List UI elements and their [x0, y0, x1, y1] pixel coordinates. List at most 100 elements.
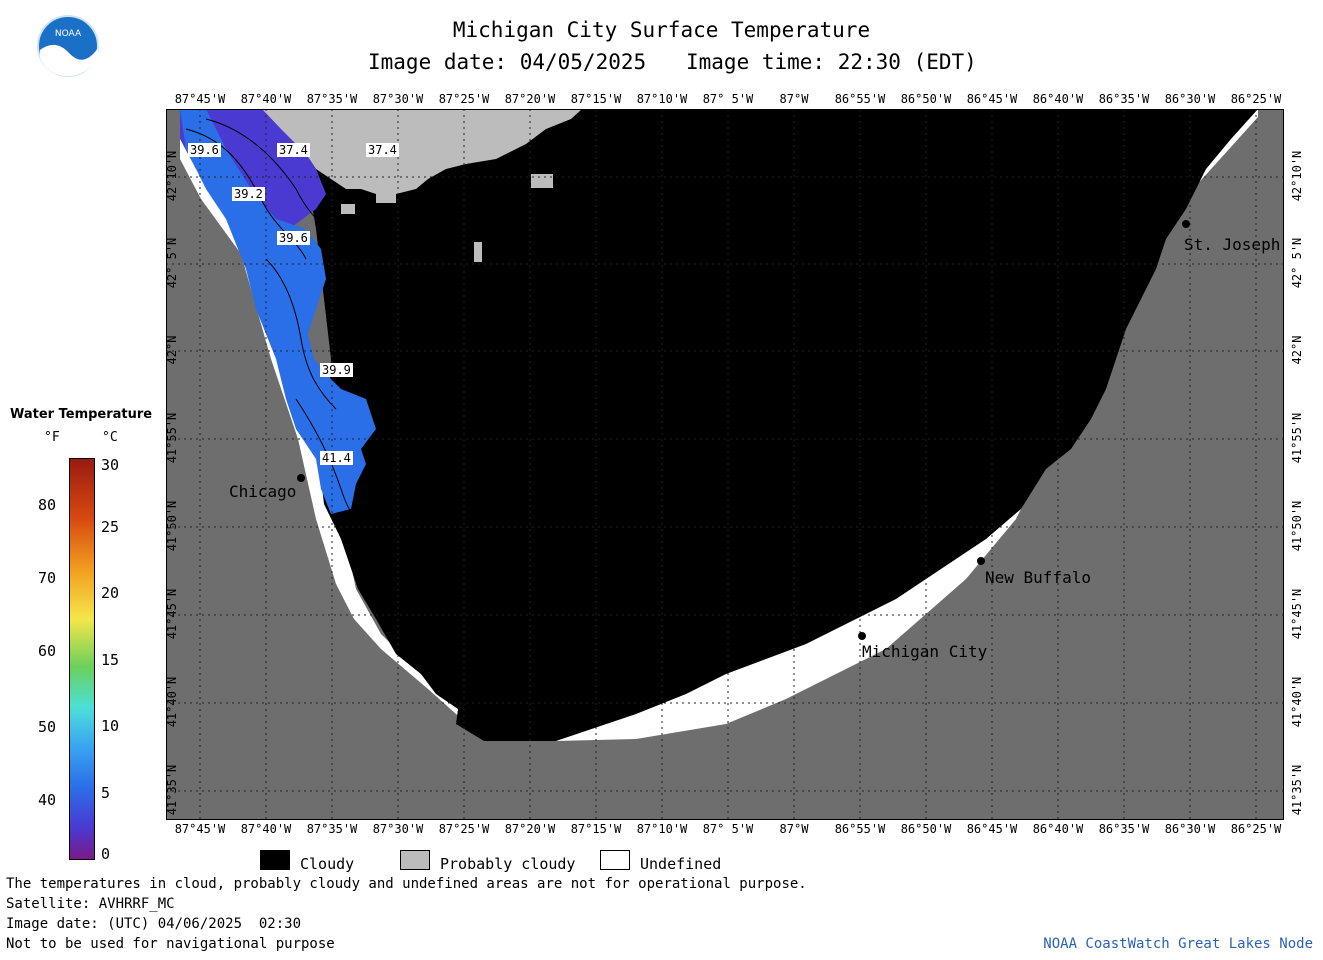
lon-label-top: 87°W: [779, 92, 809, 106]
contour-label: 41.4: [320, 451, 353, 465]
colorbar-tick-c: 0: [101, 845, 111, 863]
image-time: Image time: 22:30 (EDT): [686, 50, 977, 74]
colorbar-gradient: [69, 458, 95, 860]
colorbar-tick-f: 50: [38, 718, 57, 736]
lon-label-bottom: 87°30'W: [372, 822, 424, 836]
lon-label-top: 87°25'W: [438, 92, 490, 106]
lon-label-top: 86°50'W: [900, 92, 952, 106]
lon-label-top: 87°35'W: [306, 92, 358, 106]
cloudy-area: [306, 109, 1258, 741]
image-date: Image date: 04/05/2025: [368, 50, 647, 74]
contour-label: 39.9: [320, 363, 353, 377]
water-cold-blue: [180, 109, 376, 514]
colorbar-unit-f: °F: [44, 430, 60, 445]
contour-label: 37.4: [277, 143, 310, 157]
contour-label: 39.6: [188, 143, 221, 157]
lon-label-bottom: 87°40'W: [240, 822, 292, 836]
graticule: [166, 109, 1284, 820]
colorbar-tick-c: 25: [101, 518, 120, 536]
colorbar-unit-c: °C: [102, 430, 118, 445]
lon-label-bottom: 86°45'W: [966, 822, 1018, 836]
lon-label-bottom: 86°55'W: [834, 822, 886, 836]
michigan-city-marker: [858, 632, 866, 640]
lon-label-bottom: 86°25'W: [1230, 822, 1282, 836]
colorbar-title: Water Temperature: [10, 407, 153, 422]
noaa-logo: NOAA: [37, 15, 99, 77]
lat-label-left: 41°45'N: [165, 588, 179, 640]
new-buffalo-marker: [977, 557, 985, 565]
lon-label-top: 86°40'W: [1032, 92, 1084, 106]
lon-label-bottom: 86°40'W: [1032, 822, 1084, 836]
lat-label-right: 41°40'N: [1290, 676, 1304, 728]
lat-label-right: 41°55'N: [1290, 412, 1304, 464]
lat-label-right: 41°45'N: [1290, 588, 1304, 640]
colorbar-tick-c: 15: [101, 651, 120, 669]
lat-label-right: 41°35'N: [1290, 764, 1304, 816]
colorbar-tick-c: 10: [101, 717, 120, 735]
lon-label-top: 86°55'W: [834, 92, 886, 106]
lon-label-bottom: 87°15'W: [570, 822, 622, 836]
contour-label: 39.2: [232, 187, 265, 201]
lat-label-right: 42°N: [1290, 335, 1304, 365]
lat-label-left: 42°N: [165, 335, 179, 365]
lon-label-top: 87°15'W: [570, 92, 622, 106]
lat-label-right: 42° 5'N: [1290, 237, 1304, 289]
page-title: Michigan City Surface Temperature: [452, 18, 871, 42]
lon-label-top: 86°25'W: [1230, 92, 1282, 106]
lat-label-left: 42° 5'N: [165, 237, 179, 289]
lon-label-bottom: 86°30'W: [1164, 822, 1216, 836]
chicago-marker: [297, 474, 305, 482]
colorbar-tick-f: 40: [38, 791, 57, 809]
lon-label-top: 86°45'W: [966, 92, 1018, 106]
legend-key-undefined: [600, 850, 630, 870]
lon-label-top: 86°35'W: [1098, 92, 1150, 106]
lat-label-right: 41°50'N: [1290, 500, 1304, 552]
lon-label-bottom: 87°W: [779, 822, 809, 836]
lat-label-right: 42°10'N: [1290, 150, 1304, 202]
colorbar-tick-f: 70: [38, 569, 57, 587]
lon-label-bottom: 87°25'W: [438, 822, 490, 836]
lat-label-left: 41°55'N: [165, 412, 179, 464]
legend-key-cloudy: [260, 850, 290, 870]
legend-key-probably-cloudy: [400, 850, 430, 870]
lon-label-top: 87°45'W: [174, 92, 226, 106]
st-joseph-marker: [1182, 220, 1190, 228]
footer-note: The temperatures in cloud, probably clou…: [6, 876, 807, 892]
lat-label-left: 41°40'N: [165, 676, 179, 728]
city-label-st-joseph: St. Joseph: [1184, 235, 1281, 254]
lon-label-bottom: 86°50'W: [900, 822, 952, 836]
footer-nav-warning: Not to be used for navigational purpose: [6, 936, 335, 952]
lon-label-top: 87°10'W: [636, 92, 688, 106]
colorbar-tick-f: 80: [38, 496, 57, 514]
contour-label: 39.6: [277, 231, 310, 245]
probably-cloudy-area: [262, 109, 582, 194]
lat-label-left: 41°35'N: [165, 764, 179, 816]
colorbar-tick-f: 60: [38, 642, 57, 660]
lat-label-left: 42°10'N: [165, 150, 179, 202]
footer-satellite: Satellite: AVHRRF_MC: [6, 896, 175, 912]
legend-label-cloudy: Cloudy: [300, 855, 355, 873]
lon-label-bottom: 87°45'W: [174, 822, 226, 836]
legend-label-probably-cloudy: Probably cloudy: [440, 855, 576, 873]
lon-label-bottom: 87°35'W: [306, 822, 358, 836]
colorbar-tick-c: 5: [101, 784, 111, 802]
lon-label-top: 87°30'W: [372, 92, 424, 106]
lon-label-top: 87°20'W: [504, 92, 556, 106]
lon-label-bottom: 87°10'W: [636, 822, 688, 836]
lon-label-top: 86°30'W: [1164, 92, 1216, 106]
city-label-chicago: Chicago: [229, 482, 297, 501]
footer-utc-date: Image date: (UTC) 04/06/2025 02:30: [6, 916, 302, 932]
city-label-michigan-city: Michigan City: [862, 642, 988, 661]
city-label-new-buffalo: New Buffalo: [985, 568, 1091, 587]
lon-label-top: 87° 5'W: [702, 92, 754, 106]
colorbar-tick-c: 20: [101, 584, 120, 602]
footer-credit: NOAA CoastWatch Great Lakes Node: [1043, 936, 1313, 952]
lon-label-bottom: 87°20'W: [504, 822, 556, 836]
svg-text:NOAA: NOAA: [55, 29, 82, 39]
lat-label-left: 41°50'N: [165, 500, 179, 552]
lon-label-bottom: 87° 5'W: [702, 822, 754, 836]
lon-label-top: 87°40'W: [240, 92, 292, 106]
contour-label: 37.4: [366, 143, 399, 157]
colorbar-tick-c: 30: [101, 456, 120, 474]
lon-label-bottom: 86°35'W: [1098, 822, 1150, 836]
